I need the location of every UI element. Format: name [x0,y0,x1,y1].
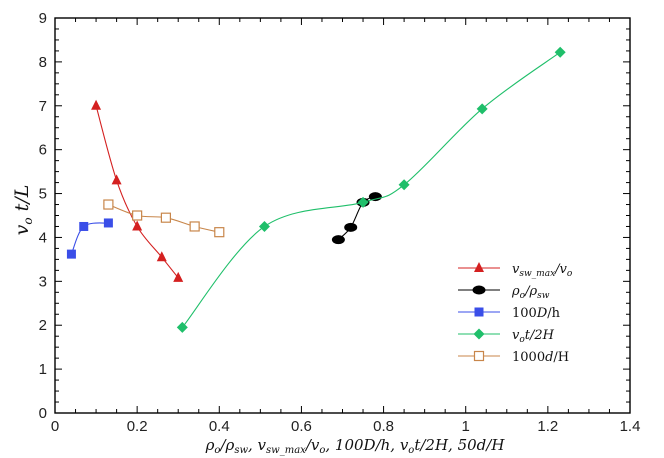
axes [54,17,631,414]
legend-marker [474,262,484,272]
y-tick-label: 3 [39,273,47,290]
series-3 [176,46,566,333]
data-point [189,221,200,232]
data-point [554,46,566,58]
x-tick-label: 0.8 [373,418,394,435]
x-tick-label: 0.2 [127,418,148,435]
series-line [70,222,109,255]
y-tick-label: 2 [39,317,47,334]
x-tick-label: 0.6 [291,418,312,435]
legend-label: 100D/h [512,306,561,321]
data-point [132,210,143,221]
x-tick-label: 1 [462,418,470,435]
legend: vsw_max/vo ρo/ρsw 100D/h vot/2H 1000d/H [458,262,573,365]
y-tick-label: 5 [39,186,47,203]
y-tick-label: 1 [39,361,47,378]
series-layer [66,46,566,333]
x-tick-label: 0 [51,418,59,435]
legend-label: vot/2H [512,328,555,345]
data-point [476,103,488,115]
series-4 [103,199,225,238]
legend-entry-3: vot/2H [458,328,555,345]
series-0 [91,99,184,282]
legend-marker [472,285,486,295]
data-point [176,321,188,333]
data-point [398,179,410,191]
legend-label: 1000d/H [512,350,569,365]
data-point [214,227,225,238]
data-point [132,220,143,231]
data-point [66,249,76,259]
legend-entry-1: ρo/ρsw [458,284,550,301]
x-tick-label: 1.2 [537,418,558,435]
legend-label: ρo/ρsw [511,284,550,301]
data-point [173,271,184,282]
legend-entry-2: 100D/h [458,306,561,321]
data-point [91,99,102,110]
data-point [156,251,167,262]
legend-entry-0: vsw_max/vo [458,262,573,279]
series-2 [66,218,113,259]
series-1 [331,192,382,245]
legend-label: vsw_max/vo [512,262,573,279]
data-point [344,222,358,232]
data-point [258,220,270,232]
data-point [103,218,113,228]
legend-entry-4: 1000d/H [458,350,569,365]
data-point [331,235,345,245]
legend-marker [473,328,485,340]
data-point [160,212,171,223]
x-tick-label: 1.4 [620,418,641,435]
y-axis-title: vo t/L [11,185,35,236]
y-tick-label: 7 [39,98,47,115]
x-tick-labels: 0 0.2 0.4 0.6 0.8 1 1.2 1.4 [51,418,641,435]
legend-marker [473,350,485,362]
data-point [357,196,369,208]
data-point [103,199,114,210]
x-tick-label: 0.4 [209,418,230,435]
y-tick-label: 6 [39,142,47,159]
series-line [181,51,561,328]
y-tick-label: 0 [39,405,47,422]
data-point [111,174,122,185]
y-tick-label: 9 [39,10,47,27]
data-point [79,221,89,231]
series-line [95,105,179,279]
legend-marker [474,307,484,317]
y-tick-label: 4 [39,229,47,246]
y-tick-labels: 0 1 2 3 4 5 6 7 8 9 [39,10,47,422]
y-tick-label: 8 [39,54,47,71]
x-axis-title: ρo/ρsw, vsw_max/vo, 100D/h, vot/2H, 50d/… [205,436,506,456]
